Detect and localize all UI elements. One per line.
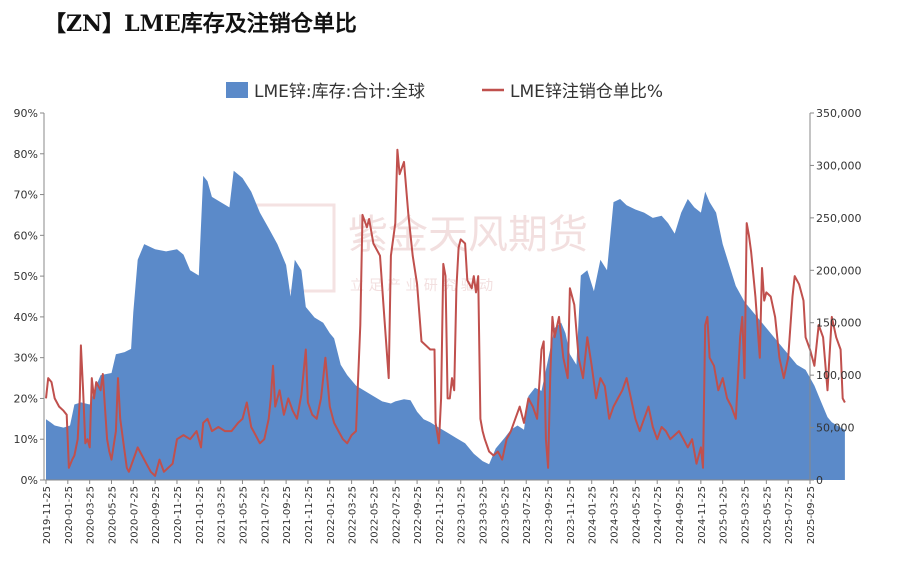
y-left-tick-label: 30%	[14, 352, 38, 365]
y-left-tick-label: 0%	[21, 474, 38, 487]
x-tick-label: 2022-01-25	[326, 486, 337, 544]
y-left-tick-label: 10%	[14, 433, 38, 446]
y-left-tick-label: 90%	[14, 107, 38, 120]
y-right-tick-label: 350,000	[816, 107, 862, 120]
x-tick-label: 2024-11-25	[697, 486, 708, 544]
watermark-brand: 紫金天风期货	[348, 212, 588, 258]
x-tick-label: 2021-09-25	[282, 486, 293, 544]
x-tick-label: 2020-11-25	[173, 486, 184, 544]
x-tick-label: 2023-07-25	[522, 486, 533, 544]
axes: 0% 10% 20% 30% 40% 50% 60% 70% 80% 90% 0 50,000 100,…	[14, 107, 862, 544]
watermark: 紫金天风期货 立 足 产 业 研 究 驱 动	[246, 203, 588, 294]
legend-swatch-inventory	[226, 82, 248, 98]
x-tick-label: 2025-05-25	[762, 486, 773, 544]
x-tick-label: 2020-03-25	[86, 486, 97, 544]
legend: LME锌:库存:合计:全球 LME锌注销仓单比%	[226, 82, 663, 102]
y-left-tick-label: 20%	[14, 392, 38, 405]
x-tick-label: 2020-05-25	[107, 486, 118, 544]
y-left-tick-label: 70%	[14, 189, 38, 202]
x-tick-label: 2023-03-25	[479, 486, 490, 544]
x-tick-label: 2023-01-25	[457, 486, 468, 544]
ratio-line-layer	[45, 148, 846, 477]
x-tick-label: 2019-11-25	[42, 486, 53, 544]
legend-label-inventory: LME锌:库存:合计:全球	[254, 82, 425, 102]
page-title: 【ZN】LME库存及注销仓单比	[44, 11, 357, 37]
y-right-tick-label: 200,000	[816, 264, 862, 277]
y-left-tick-label: 50%	[14, 270, 38, 283]
x-tick-label: 2022-05-25	[369, 486, 380, 544]
x-tick-label: 2021-03-25	[217, 486, 228, 544]
x-tick-label: 2025-03-25	[741, 486, 752, 544]
y-right-tick-label: 150,000	[816, 317, 862, 330]
x-tick-label: 2021-11-25	[304, 486, 315, 544]
x-tick-label: 2022-11-25	[435, 486, 446, 544]
y-right-tick-label: 50,000	[816, 422, 855, 435]
y-right-tick-label: 0	[816, 474, 823, 487]
y-left-tick-label: 40%	[14, 311, 38, 324]
y-left-tick-label: 80%	[14, 148, 38, 161]
x-tick-label: 2021-05-25	[238, 486, 249, 544]
x-tick-label: 2020-09-25	[151, 486, 162, 544]
x-tick-label: 2024-09-25	[675, 486, 686, 544]
x-tick-label: 2024-01-25	[588, 486, 599, 544]
ratio-line	[45, 148, 846, 477]
x-tick-label: 2021-01-25	[195, 486, 206, 544]
x-tick-label: 2024-03-25	[610, 486, 621, 544]
x-tick-label: 2025-09-25	[806, 486, 817, 544]
legend-label-ratio: LME锌注销仓单比%	[510, 82, 663, 102]
y-right-tick-label: 100,000	[816, 369, 862, 382]
x-tick-label: 2022-03-25	[348, 486, 359, 544]
x-tick-label: 2020-07-25	[129, 486, 140, 544]
x-tick-label: 2023-05-25	[500, 486, 511, 544]
x-tick-label: 2022-07-25	[391, 486, 402, 544]
x-tick-label: 2021-07-25	[260, 486, 271, 544]
y-left-tick-label: 60%	[14, 229, 38, 242]
x-tick-label: 2020-01-25	[64, 486, 75, 544]
y-right-tick-label: 300,000	[816, 159, 862, 172]
x-tick-label: 2024-07-25	[653, 486, 664, 544]
x-tick-label: 2025-07-25	[784, 486, 795, 544]
x-tick-label: 2024-05-25	[631, 486, 642, 544]
x-tick-label: 2025-01-25	[719, 486, 730, 544]
x-tick-label: 2023-11-25	[566, 486, 577, 544]
x-tick-label: 2023-09-25	[544, 486, 555, 544]
x-tick-label: 2022-09-25	[413, 486, 424, 544]
y-right-tick-label: 250,000	[816, 212, 862, 225]
